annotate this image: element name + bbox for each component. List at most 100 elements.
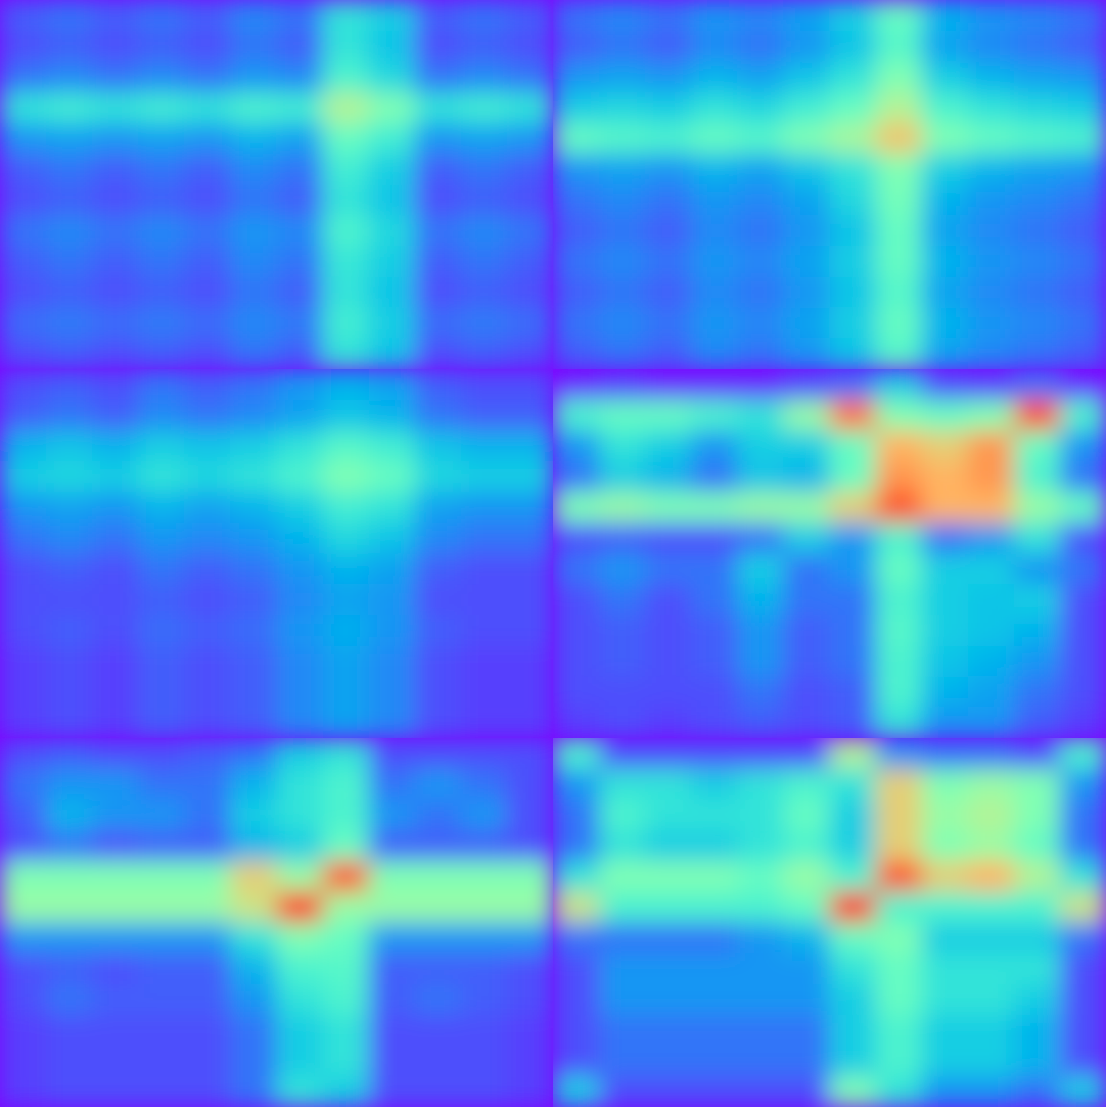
heatmap-cell: [415, 400, 462, 431]
heatmap-cell: [507, 277, 553, 308]
heatmap-cell: [277, 1076, 324, 1107]
heatmap-cell: [507, 338, 553, 369]
heatmap-cell: [1014, 431, 1061, 462]
heatmap-cell: [922, 892, 969, 923]
heatmap-cell: [369, 984, 416, 1015]
heatmap-cell: [876, 646, 923, 677]
heatmap-cell: [1014, 492, 1061, 523]
heatmap-cell: [138, 338, 185, 369]
heatmap-cell: [323, 461, 370, 492]
heatmap-cell: [737, 461, 784, 492]
heatmap-cell: [0, 431, 47, 462]
heatmap-cell: [461, 1046, 508, 1077]
heatmap-cell: [691, 492, 738, 523]
heatmap-cell: [323, 707, 370, 738]
heatmap-cell: [737, 584, 784, 615]
heatmap-cell: [553, 677, 600, 708]
heatmap-cell: [92, 369, 139, 400]
heatmap-cell: [645, 492, 692, 523]
heatmap-cell: [138, 461, 185, 492]
heatmap-cell: [92, 123, 139, 154]
heatmap-cell: [46, 923, 93, 954]
heatmap-cell: [323, 154, 370, 185]
heatmap-cell: [876, 1046, 923, 1077]
heatmap-cell: [461, 123, 508, 154]
heatmap-cell: [277, 461, 324, 492]
heatmap-cell: [830, 738, 877, 769]
heatmap-cell: [1014, 92, 1061, 123]
heatmap-cell: [230, 92, 277, 123]
heatmap-cell: [277, 215, 324, 246]
heatmap-cell: [507, 369, 553, 400]
heatmap-cell: [1060, 830, 1106, 861]
heatmap-cell: [968, 584, 1015, 615]
heatmap-cell: [876, 308, 923, 339]
heatmap-cell: [553, 861, 600, 892]
heatmap-cell: [507, 677, 553, 708]
heatmap-cell: [461, 1015, 508, 1046]
heatmap-cell: [830, 62, 877, 93]
heatmap-cell: [876, 31, 923, 62]
heatmap-cell: [369, 246, 416, 277]
heatmap-cell: [1060, 953, 1106, 984]
heatmap-cell: [46, 154, 93, 185]
heatmap-cell: [968, 277, 1015, 308]
heatmap-cell: [323, 400, 370, 431]
heatmap-cell: [184, 338, 231, 369]
heatmap-cell: [0, 738, 47, 769]
heatmap-cell: [783, 984, 830, 1015]
heatmap-cell: [1060, 984, 1106, 1015]
heatmap-cell: [184, 615, 231, 646]
heatmap-cell: [461, 461, 508, 492]
heatmap-cell: [92, 461, 139, 492]
heatmap-cell: [783, 677, 830, 708]
heatmap-cell: [230, 369, 277, 400]
heatmap-cell: [461, 154, 508, 185]
heatmap-cell: [691, 431, 738, 462]
heatmap-cell: [1060, 185, 1106, 216]
heatmap-cell: [599, 953, 646, 984]
heatmap-cell: [369, 523, 416, 554]
heatmap-cell: [138, 1015, 185, 1046]
heatmap-cell: [1060, 861, 1106, 892]
heatmap-cell: [415, 554, 462, 585]
heatmap-cell: [323, 308, 370, 339]
heatmap-cell: [507, 215, 553, 246]
heatmap-cell: [138, 523, 185, 554]
heatmap-cell: [461, 861, 508, 892]
heatmap-cell: [922, 308, 969, 339]
heatmap-cell: [830, 123, 877, 154]
heatmap-cell: [230, 707, 277, 738]
heatmap-cell: [876, 830, 923, 861]
heatmap-cell: [876, 523, 923, 554]
heatmap-cell: [830, 923, 877, 954]
heatmap-cell: [922, 800, 969, 831]
heatmap-cell: [230, 554, 277, 585]
heatmap-cell: [737, 215, 784, 246]
heatmap-cell: [599, 492, 646, 523]
heatmap-cell: [507, 646, 553, 677]
heatmap-cell: [46, 492, 93, 523]
heatmap-cell: [184, 984, 231, 1015]
heatmap-cell: [645, 984, 692, 1015]
heatmap-cell: [507, 830, 553, 861]
heatmap-cell: [876, 92, 923, 123]
heatmap-cell: [553, 769, 600, 800]
heatmap-cell: [369, 492, 416, 523]
heatmap-cell: [922, 677, 969, 708]
heatmap-cell: [1014, 1046, 1061, 1077]
heatmap-cell: [46, 861, 93, 892]
heatmap-cell: [0, 584, 47, 615]
heatmap-cell: [46, 584, 93, 615]
heatmap-cell: [553, 523, 600, 554]
heatmap-cell: [369, 707, 416, 738]
heatmap-cell: [1014, 523, 1061, 554]
heatmap-cell: [691, 62, 738, 93]
heatmap-cell: [415, 953, 462, 984]
heatmap-cell: [645, 769, 692, 800]
heatmap-cell: [599, 1015, 646, 1046]
heatmap-cell: [1060, 0, 1106, 31]
heatmap-cell: [277, 554, 324, 585]
heatmap-cell: [415, 308, 462, 339]
heatmap-cell: [599, 92, 646, 123]
